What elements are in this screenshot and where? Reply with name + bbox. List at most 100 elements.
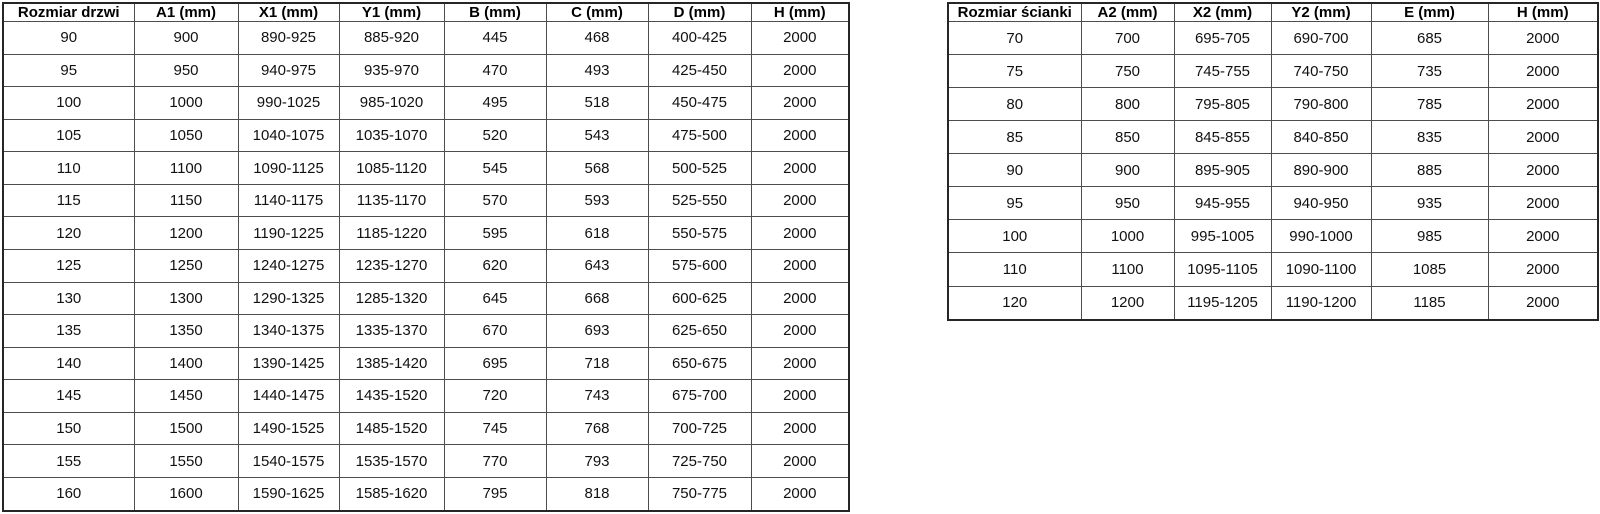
table-cell: 690-700 <box>1270 20 1372 56</box>
table-cell: 985-1020 <box>338 86 445 120</box>
column-header: H (mm) <box>750 2 850 22</box>
table-cell: 770 <box>443 444 547 478</box>
table-cell: 135 <box>2 314 135 348</box>
table-cell: 1135-1170 <box>338 183 445 218</box>
table-cell: 890-925 <box>237 21 340 55</box>
table-row: 90 900 890-925 885-920 445 468 400-425 2000 <box>2 21 850 55</box>
table-cell: 90 <box>2 21 135 55</box>
table-cell: 568 <box>545 151 649 185</box>
table-row: 95 950 945-955 940-950 935 2000 <box>947 186 1599 221</box>
table-cell: 543 <box>545 118 649 153</box>
table-cell: 575-600 <box>647 248 752 283</box>
table-cell: 130 <box>2 281 135 316</box>
table-cell: 1385-1420 <box>338 346 445 381</box>
table-cell: 2000 <box>750 151 850 185</box>
table-cell: 2000 <box>1487 219 1599 254</box>
table-cell: 885 <box>1370 153 1489 188</box>
table-cell: 100 <box>947 219 1082 254</box>
table-cell: 475-500 <box>647 118 752 153</box>
column-header: X2 (mm) <box>1173 2 1272 22</box>
table-cell: 1040-1075 <box>237 118 340 153</box>
table-row: 75 750 745-755 740-750 735 2000 <box>947 54 1599 89</box>
table-cell: 618 <box>545 216 649 250</box>
table-cell: 110 <box>2 151 135 185</box>
table-cell: 725-750 <box>647 444 752 478</box>
table-cell: 75 <box>947 54 1082 89</box>
table-cell: 950 <box>133 53 239 88</box>
table-row: 110 1100 1090-1125 1085-1120 545 568 500-525 20… <box>2 151 850 185</box>
table-cell: 80 <box>947 87 1082 122</box>
table-cell: 700-725 <box>647 411 752 446</box>
table-row: 130 1300 1290-1325 1285-1320 645 668 600-625 20… <box>2 281 850 316</box>
table-cell: 700 <box>1080 20 1175 56</box>
table-cell: 745 <box>443 411 547 446</box>
table-row: 145 1450 1440-1475 1435-1520 720 743 675-700 20… <box>2 379 850 413</box>
table-cell: 95 <box>2 53 135 88</box>
table-cell: 940-950 <box>1270 186 1372 221</box>
table-row: 110 1100 1095-1105 1090-1100 1085 2000 <box>947 252 1599 287</box>
table-cell: 785 <box>1370 87 1489 122</box>
table-cell: 445 <box>443 21 547 55</box>
table-cell: 935-970 <box>338 53 445 88</box>
table-cell: 2000 <box>750 53 850 88</box>
table-cell: 100 <box>2 86 135 120</box>
table-cell: 990-1025 <box>237 86 340 120</box>
table-cell: 1000 <box>1080 219 1175 254</box>
table-cell: 750-775 <box>647 476 752 512</box>
table-cell: 900 <box>1080 153 1175 188</box>
table-cell: 818 <box>545 476 649 512</box>
table-cell: 1340-1375 <box>237 314 340 348</box>
table-cell: 718 <box>545 346 649 381</box>
table-cell: 1535-1570 <box>338 444 445 478</box>
header-row: Rozmiar ścianki A2 (mm) X2 (mm) Y2 (mm) E (m… <box>947 2 1599 22</box>
table-cell: 800 <box>1080 87 1175 122</box>
table-cell: 1390-1425 <box>237 346 340 381</box>
table-row: 120 1200 1190-1225 1185-1220 595 618 550-575 20… <box>2 216 850 250</box>
table-cell: 935 <box>1370 186 1489 221</box>
table-row: 80 800 795-805 790-800 785 2000 <box>947 87 1599 122</box>
table-row: 140 1400 1390-1425 1385-1420 695 718 650-675 20… <box>2 346 850 381</box>
table-cell: 155 <box>2 444 135 478</box>
table-cell: 1200 <box>133 216 239 250</box>
table-cell: 1085 <box>1370 252 1489 287</box>
table-cell: 2000 <box>750 476 850 512</box>
table-cell: 525-550 <box>647 183 752 218</box>
table-cell: 1190-1225 <box>237 216 340 250</box>
table-cell: 1195-1205 <box>1173 285 1272 321</box>
table-cell: 2000 <box>750 21 850 55</box>
table-cell: 1290-1325 <box>237 281 340 316</box>
table-cell: 1000 <box>133 86 239 120</box>
table-cell: 1400 <box>133 346 239 381</box>
table-cell: 2000 <box>1487 153 1599 188</box>
table-row: 100 1000 990-1025 985-1020 495 518 450-475 2000 <box>2 86 850 120</box>
table-cell: 2000 <box>750 183 850 218</box>
table-cell: 1500 <box>133 411 239 446</box>
table-cell: 895-905 <box>1173 153 1272 188</box>
table-cell: 70 <box>947 20 1082 56</box>
table-cell: 2000 <box>750 118 850 153</box>
table-cell: 593 <box>545 183 649 218</box>
table-cell: 2000 <box>750 444 850 478</box>
table-row: 95 950 940-975 935-970 470 493 425-450 2000 <box>2 53 850 88</box>
table-cell: 768 <box>545 411 649 446</box>
table-cell: 1100 <box>1080 252 1175 287</box>
column-header: H (mm) <box>1487 2 1599 22</box>
table-cell: 1335-1370 <box>338 314 445 348</box>
table-cell: 750 <box>1080 54 1175 89</box>
column-header: Rozmiar drzwi <box>2 2 135 22</box>
table-row: 125 1250 1240-1275 1235-1270 620 643 575-600 20… <box>2 248 850 283</box>
header-row: Rozmiar drzwi A1 (mm) X1 (mm) Y1 (mm) B (mm)… <box>2 2 850 22</box>
table-cell: 2000 <box>750 248 850 283</box>
table-cell: 1090-1125 <box>237 151 340 185</box>
table-cell: 1250 <box>133 248 239 283</box>
table-cell: 2000 <box>750 281 850 316</box>
column-header: Rozmiar ścianki <box>947 2 1082 22</box>
table-cell: 120 <box>2 216 135 250</box>
table-row: 155 1550 1540-1575 1535-1570 770 793 725-750 20… <box>2 444 850 478</box>
table-row: 120 1200 1195-1205 1190-1200 1185 2000 <box>947 285 1599 321</box>
table-cell: 1485-1520 <box>338 411 445 446</box>
column-header: E (mm) <box>1370 2 1489 22</box>
table-cell: 1435-1520 <box>338 379 445 413</box>
table-cell: 2000 <box>750 314 850 348</box>
table-cell: 1540-1575 <box>237 444 340 478</box>
